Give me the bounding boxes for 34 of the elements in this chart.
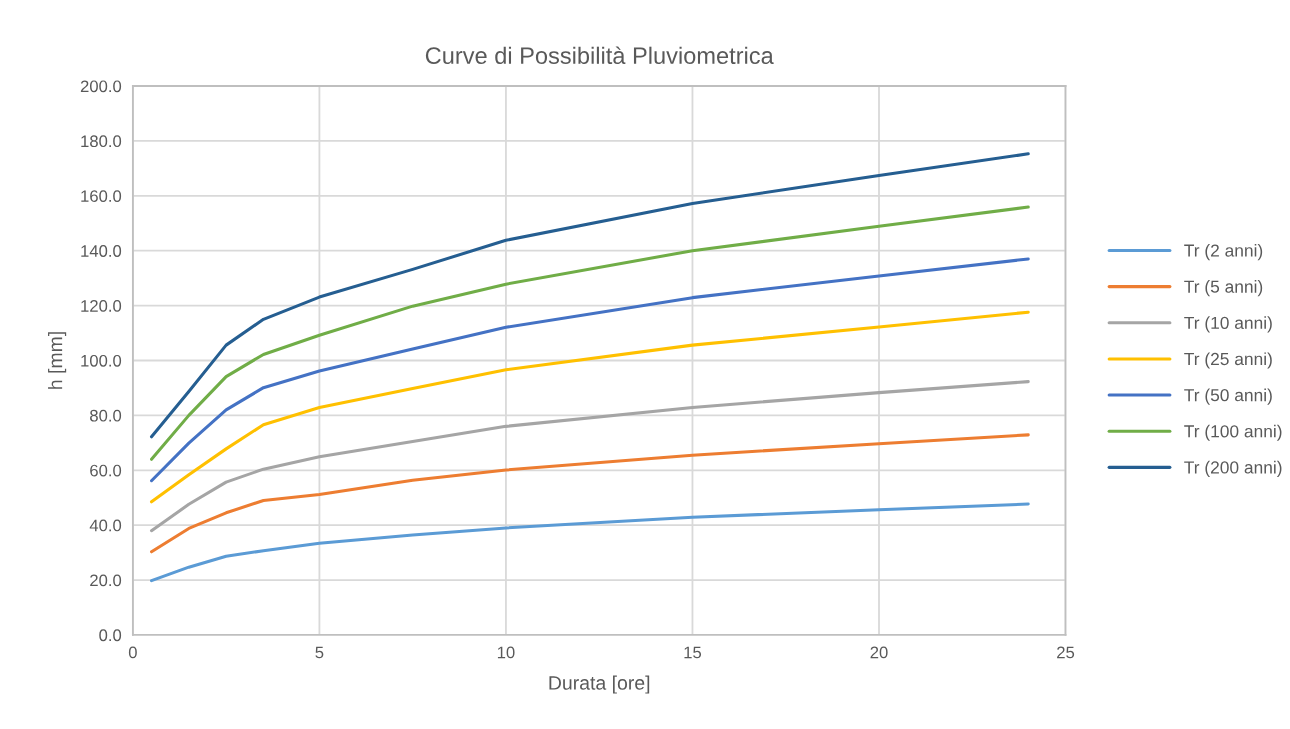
x-tick-label: 20 xyxy=(870,646,888,659)
legend-label: Tr (200 anni) xyxy=(1184,460,1282,478)
line-series xyxy=(149,380,1030,533)
line-series xyxy=(149,152,1030,439)
y-tick-label: 100.0 xyxy=(81,354,122,367)
y-tick-label: 140.0 xyxy=(81,245,122,257)
y-tick-label: 20.0 xyxy=(90,574,122,587)
line-series xyxy=(149,257,1030,483)
x-tick-label: 25 xyxy=(1057,646,1075,659)
x-tick-label: 15 xyxy=(684,646,702,659)
legend-label: Tr (5 anni) xyxy=(1184,280,1263,297)
y-tick-label: 180.0 xyxy=(81,135,122,148)
line-series xyxy=(149,205,1030,461)
legend-label: Tr (50 anni) xyxy=(1184,388,1272,405)
line-series xyxy=(149,433,1030,554)
line-series xyxy=(149,502,1030,583)
y-tick-label: 0.0 xyxy=(99,629,122,642)
y-tick-label: 60.0 xyxy=(90,464,122,477)
x-axis-title: Durata [ore] xyxy=(549,675,650,694)
x-tick-label: 10 xyxy=(497,646,515,659)
y-tick-label: 200.0 xyxy=(80,80,122,93)
legend-label: Tr (10 anni) xyxy=(1184,316,1272,333)
y-tick-label: 40.0 xyxy=(89,519,122,532)
y-tick-label: 120.0 xyxy=(81,300,122,312)
y-tick-label: 160.0 xyxy=(81,190,122,203)
legend-label: Tr (100 anni) xyxy=(1184,424,1282,441)
x-tick-label: 0 xyxy=(128,646,137,659)
x-tick-label: 5 xyxy=(315,646,324,659)
legend-label: Tr (25 anni) xyxy=(1184,352,1272,369)
legend-label: Tr (2 anni) xyxy=(1184,243,1263,261)
line-series xyxy=(149,310,1030,504)
y-tick-label: 80.0 xyxy=(90,409,122,422)
chart-title: Curve di Possibilità Pluviometrica xyxy=(425,46,774,65)
y-axis-title: h [mm] xyxy=(48,332,67,389)
